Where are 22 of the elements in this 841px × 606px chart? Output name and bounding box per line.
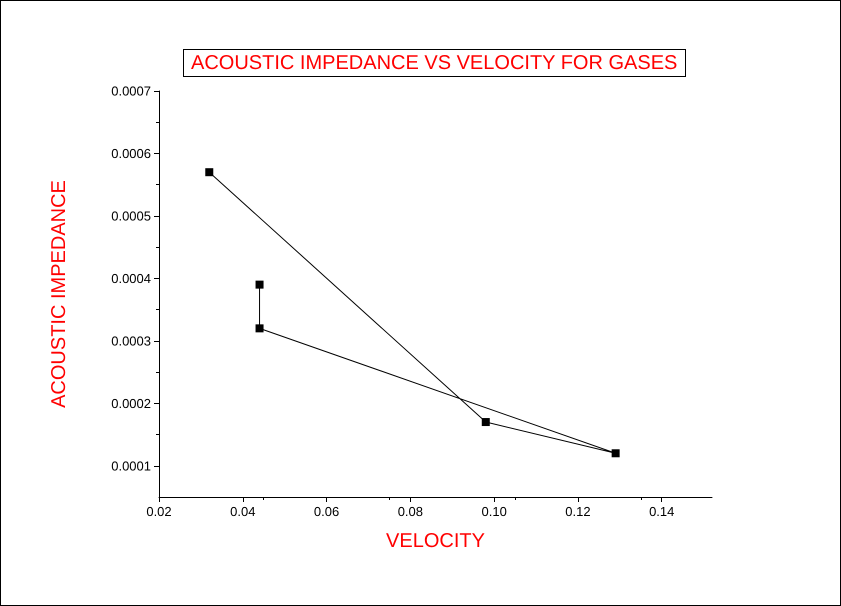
x-axis-title: VELOCITY (386, 530, 485, 552)
y-tick-label: 0.0003 (111, 333, 151, 348)
x-tick-label: 0.04 (230, 504, 256, 519)
y-tick-label: 0.0007 (111, 84, 151, 98)
point (482, 418, 490, 426)
chart-title: ACOUSTIC IMPEDANCE VS VELOCITY FOR GASES (191, 52, 678, 74)
x-tick-label: 0.10 (481, 504, 507, 519)
y-tick-label: 0.0005 (111, 208, 151, 224)
point (612, 449, 620, 458)
y-tick-label: 0.0006 (111, 146, 151, 161)
x-tick-label: 0.02 (146, 504, 172, 519)
point (256, 280, 264, 289)
y-tick-label: 0.0002 (111, 396, 151, 411)
y-tick-label: 0.0004 (111, 270, 151, 286)
x-tick-label: 0.14 (649, 504, 674, 519)
y-axis-title: ACOUSTIC IMPEDANCE (48, 180, 70, 408)
point (205, 168, 214, 176)
x-tick-label: 0.12 (565, 504, 591, 519)
y-tick-label: 0.0001 (111, 458, 151, 474)
point (256, 324, 264, 332)
x-tick-label: 0.08 (398, 504, 424, 519)
x-tick-label: 0.06 (314, 504, 340, 519)
